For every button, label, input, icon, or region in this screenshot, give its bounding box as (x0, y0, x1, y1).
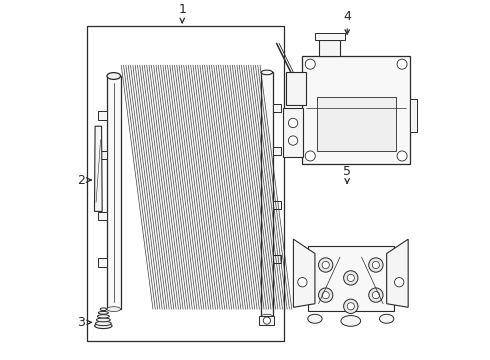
Ellipse shape (100, 308, 106, 311)
Circle shape (372, 292, 379, 299)
Ellipse shape (97, 318, 110, 322)
Circle shape (394, 278, 404, 287)
Bar (283, 108, 303, 157)
Ellipse shape (341, 316, 361, 326)
Bar (315, 33, 345, 40)
Bar (317, 97, 395, 151)
Circle shape (289, 136, 298, 145)
Ellipse shape (107, 307, 121, 311)
Bar (286, 72, 306, 105)
Ellipse shape (107, 73, 121, 80)
Ellipse shape (261, 314, 272, 318)
Circle shape (347, 303, 354, 310)
Bar (302, 56, 410, 164)
Ellipse shape (98, 315, 109, 318)
Text: 2: 2 (77, 174, 91, 186)
Ellipse shape (379, 314, 394, 323)
Bar (87, 26, 285, 341)
Circle shape (298, 278, 307, 287)
Circle shape (343, 271, 358, 285)
Circle shape (372, 261, 379, 269)
Circle shape (343, 299, 358, 314)
Circle shape (347, 274, 354, 282)
Circle shape (318, 258, 333, 272)
Circle shape (289, 118, 298, 128)
Circle shape (397, 151, 407, 161)
Polygon shape (294, 239, 315, 307)
Bar (98, 150, 107, 159)
Circle shape (305, 59, 315, 69)
Polygon shape (95, 126, 102, 211)
Bar (107, 76, 121, 309)
Bar (259, 316, 274, 325)
Polygon shape (387, 239, 408, 307)
Bar (272, 201, 280, 209)
Circle shape (322, 261, 329, 269)
Text: 1: 1 (178, 3, 186, 23)
Bar (98, 212, 107, 220)
Text: 3: 3 (77, 316, 92, 329)
Circle shape (368, 258, 383, 272)
Circle shape (397, 59, 407, 69)
Ellipse shape (98, 311, 108, 314)
Ellipse shape (96, 321, 111, 325)
Bar (272, 255, 280, 263)
Bar (410, 99, 417, 132)
Circle shape (368, 288, 383, 302)
Circle shape (263, 317, 270, 324)
Text: 5: 5 (343, 165, 351, 183)
Bar (318, 40, 340, 56)
Bar (261, 72, 272, 316)
Ellipse shape (95, 323, 112, 329)
Bar (98, 111, 107, 120)
Circle shape (318, 288, 333, 302)
Circle shape (322, 292, 329, 299)
Ellipse shape (261, 70, 272, 75)
Text: 4: 4 (343, 10, 351, 34)
Bar (98, 258, 107, 267)
Bar (308, 246, 394, 311)
Bar (272, 104, 280, 112)
Bar (272, 147, 280, 155)
Ellipse shape (308, 314, 322, 323)
Circle shape (305, 151, 315, 161)
